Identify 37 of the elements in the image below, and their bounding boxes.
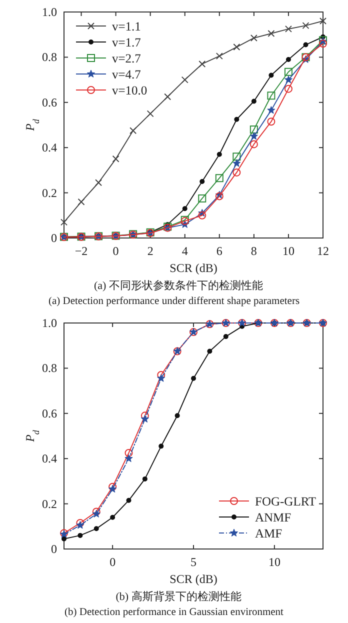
y-tick-label: 0.8 [42,50,57,64]
y-tick-label: 0.8 [42,361,57,376]
legend-label: v=10.0 [112,84,148,98]
y-tick-label: 0.4 [42,452,57,466]
x-axis-title: SCR (dB) [170,261,218,275]
legend-label: AMF [255,526,282,540]
x-tick-label: −2 [74,244,88,258]
y-tick-label: 0.2 [42,496,57,511]
y-tick-label: 0.6 [42,406,57,420]
x-tick-label: 5 [190,555,196,569]
legend-label: ANMF [255,510,292,524]
legend-label: v=1.7 [112,36,141,50]
y-tick-label: 0 [51,231,57,245]
x-tick-label: 0 [112,244,119,258]
legend-label: FOG-GLRT [255,494,316,508]
y-tick-label: 0.2 [42,186,57,200]
y-tick-label: 0.6 [42,95,57,110]
text: (a) Detection performance under different shape parameters [48,296,300,307]
x-tick-label: 0 [110,555,116,569]
y-tick-label: 0.4 [42,140,57,155]
text: (b) 高斯背景下的检测性能 [116,590,242,603]
text: (b) Detection performance in Gaussian environment [64,607,284,618]
y-tick-label: 1.0 [42,316,57,330]
legend-label: v=2.7 [112,52,141,66]
legend-label: v=4.7 [112,68,141,82]
x-tick-label: 2 [147,244,154,258]
x-axis-title: SCR (dB) [170,572,218,586]
x-tick-label: 6 [216,244,222,258]
x-tick-label: 12 [317,244,329,258]
y-tick-label: 1.0 [42,5,57,19]
x-tick-label: 10 [268,555,280,569]
legend-label: v=1.1 [112,20,141,34]
text: (a) 不同形状参数条件下的检测性能 [94,279,263,292]
x-tick-label: 4 [182,244,188,258]
x-tick-label: 8 [250,244,257,258]
x-tick-label: 10 [282,244,294,258]
y-tick-label: 0 [51,542,57,556]
